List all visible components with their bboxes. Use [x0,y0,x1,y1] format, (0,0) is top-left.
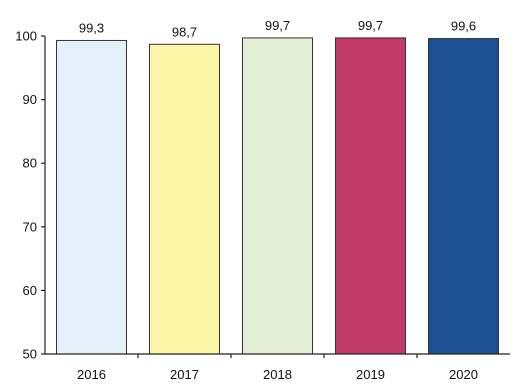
data-label-2019: 99,7 [358,18,383,33]
data-label-2017: 98,7 [172,24,197,39]
x-tick-label-2018: 2018 [263,367,292,382]
y-tick-label: 90 [23,92,37,107]
y-tick-label: 100 [15,29,37,44]
bar-2017 [149,43,220,355]
y-tick-label: 80 [23,156,37,171]
data-label-2018: 99,7 [265,18,290,33]
x-tick-label-2020: 2020 [449,367,478,382]
x-tick-label-2019: 2019 [356,367,385,382]
y-tick-label: 60 [23,283,37,298]
bars: 99,3 98,7 99,7 99,7 99,6 [56,18,499,355]
bar-2020 [428,38,499,355]
y-tick-label: 70 [23,219,37,234]
y-tick-label: 50 [23,347,37,362]
x-axis: 2016 2017 2018 2019 2020 [45,353,510,382]
bar-2016 [56,39,127,355]
data-label-2020: 99,6 [451,19,476,34]
y-axis: 50 60 70 80 90 100 [15,29,46,362]
x-tick-label-2017: 2017 [170,367,199,382]
bar-2019 [335,37,406,355]
data-label-2016: 99,3 [79,20,104,35]
bar-2018 [242,37,313,355]
x-tick-label-2016: 2016 [77,367,106,382]
